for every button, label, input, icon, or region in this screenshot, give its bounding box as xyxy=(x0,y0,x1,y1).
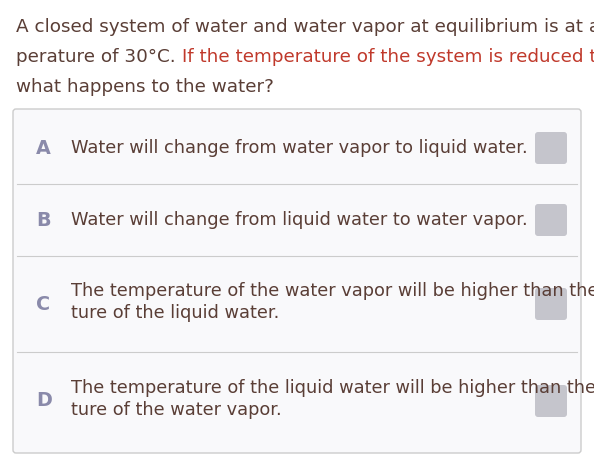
Text: D: D xyxy=(36,392,52,411)
Text: C: C xyxy=(36,294,50,313)
Text: If the temperature of the system is reduced to 15°C,: If the temperature of the system is redu… xyxy=(182,48,594,66)
FancyBboxPatch shape xyxy=(13,109,581,453)
Text: ture of the liquid water.: ture of the liquid water. xyxy=(71,304,279,322)
Text: B: B xyxy=(36,211,50,230)
Text: Water will change from liquid water to water vapor.: Water will change from liquid water to w… xyxy=(71,211,527,229)
Text: The temperature of the water vapor will be higher than the tempera-: The temperature of the water vapor will … xyxy=(71,282,594,300)
Text: A closed system of water and water vapor at equilibrium is at a tem-: A closed system of water and water vapor… xyxy=(16,18,594,36)
FancyBboxPatch shape xyxy=(535,385,567,417)
Text: Water will change from water vapor to liquid water.: Water will change from water vapor to li… xyxy=(71,139,527,157)
FancyBboxPatch shape xyxy=(535,204,567,236)
Text: what happens to the water?: what happens to the water? xyxy=(16,78,274,96)
Text: A: A xyxy=(36,138,50,157)
Text: The temperature of the liquid water will be higher than the tempera-: The temperature of the liquid water will… xyxy=(71,379,594,397)
FancyBboxPatch shape xyxy=(535,288,567,320)
Text: perature of 30°C.: perature of 30°C. xyxy=(16,48,182,66)
Text: ture of the water vapor.: ture of the water vapor. xyxy=(71,401,282,419)
FancyBboxPatch shape xyxy=(535,132,567,164)
